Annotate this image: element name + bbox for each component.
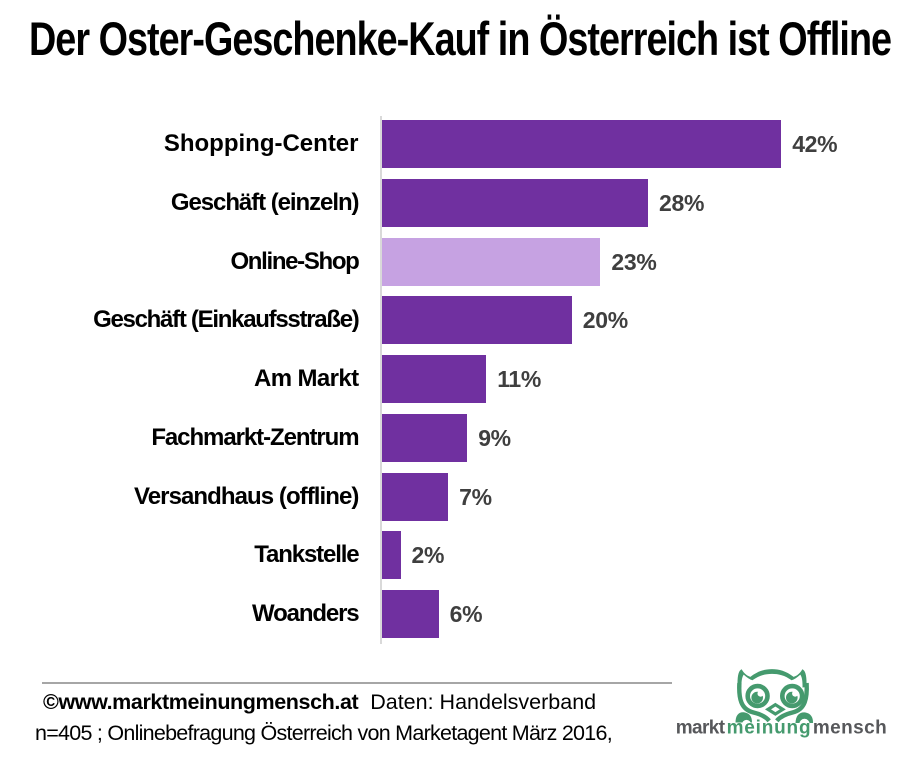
svg-text:meinung: meinung: [727, 718, 812, 739]
svg-text:markt: markt: [676, 718, 726, 739]
svg-text:mensch: mensch: [813, 718, 887, 739]
